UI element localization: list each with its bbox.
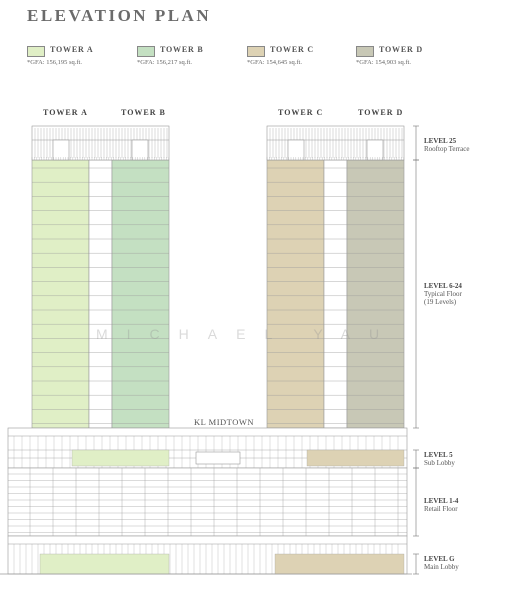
tower-label-c: TOWER C — [278, 108, 324, 117]
legend-swatch-tower-c — [247, 46, 265, 57]
level-label-g: LEVEL G Main Lobby — [424, 555, 459, 571]
sub-lobby-glazing — [71, 449, 170, 467]
level-desc: Rooftop Terrace — [424, 145, 470, 153]
tower-d-shaft — [346, 159, 405, 429]
tower-label-b: TOWER B — [121, 108, 166, 117]
level-name: LEVEL G — [424, 555, 455, 563]
level-desc: Sub Lobby — [424, 459, 455, 467]
level-label-1-4: LEVEL 1-4 Retail Floor — [424, 497, 458, 513]
rooftop-crown — [266, 125, 405, 161]
main-lobby-glazing — [39, 553, 170, 575]
level-desc: Typical Floor — [424, 290, 462, 298]
legend-label-tower-d: TOWER D — [379, 45, 423, 54]
core-ab-shaft — [88, 159, 113, 429]
legend-gfa-tower-c: *GFA: 154,645 sq.ft. — [247, 59, 302, 66]
mall-name-sign: KL MIDTOWN — [194, 417, 255, 427]
level-desc: (19 Levels) — [424, 298, 457, 306]
level-label-6-24: LEVEL 6-24 Typical Floor (19 Levels) — [424, 282, 462, 306]
level-desc: Retail Floor — [424, 505, 458, 513]
main-lobby-glazing — [274, 553, 405, 575]
level-name: LEVEL 25 — [424, 137, 457, 145]
crown-opening — [52, 139, 70, 161]
watermark: MICHAEL YAU — [96, 326, 399, 342]
level-name: LEVEL 5 — [424, 451, 453, 459]
podium-retail — [7, 467, 408, 537]
legend-swatch-tower-d — [356, 46, 374, 57]
legend-swatch-tower-b — [137, 46, 155, 57]
level-label-5: LEVEL 5 Sub Lobby — [424, 451, 455, 467]
tower-label-d: TOWER D — [358, 108, 404, 117]
tower-c-shaft — [266, 159, 325, 429]
legend-label-tower-b: TOWER B — [160, 45, 204, 54]
core-cd-shaft — [323, 159, 348, 429]
level-name: LEVEL 6-24 — [424, 282, 462, 290]
legend-gfa-tower-b: *GFA: 156,217 sq.ft. — [137, 59, 192, 66]
sub-lobby-glazing — [306, 449, 405, 467]
level-name: LEVEL 1-4 — [424, 497, 459, 505]
tower-b-shaft — [111, 159, 170, 429]
legend-label-tower-c: TOWER C — [270, 45, 314, 54]
legend-gfa-tower-d: *GFA: 154,903 sq.ft. — [356, 59, 411, 66]
rooftop-crown — [31, 125, 170, 161]
crown-opening — [287, 139, 305, 161]
legend-gfa-tower-a: *GFA: 156,195 sq.ft. — [27, 59, 82, 66]
podium-feature — [195, 451, 241, 465]
tower-a-shaft — [31, 159, 90, 429]
page-title: ELEVATION PLAN — [27, 6, 212, 25]
level-desc: Main Lobby — [424, 563, 459, 571]
legend-label-tower-a: TOWER A — [50, 45, 94, 54]
level-label-25: LEVEL 25 Rooftop Terrace — [424, 137, 469, 153]
tower-label-a: TOWER A — [43, 108, 88, 117]
legend-swatch-tower-a — [27, 46, 45, 57]
